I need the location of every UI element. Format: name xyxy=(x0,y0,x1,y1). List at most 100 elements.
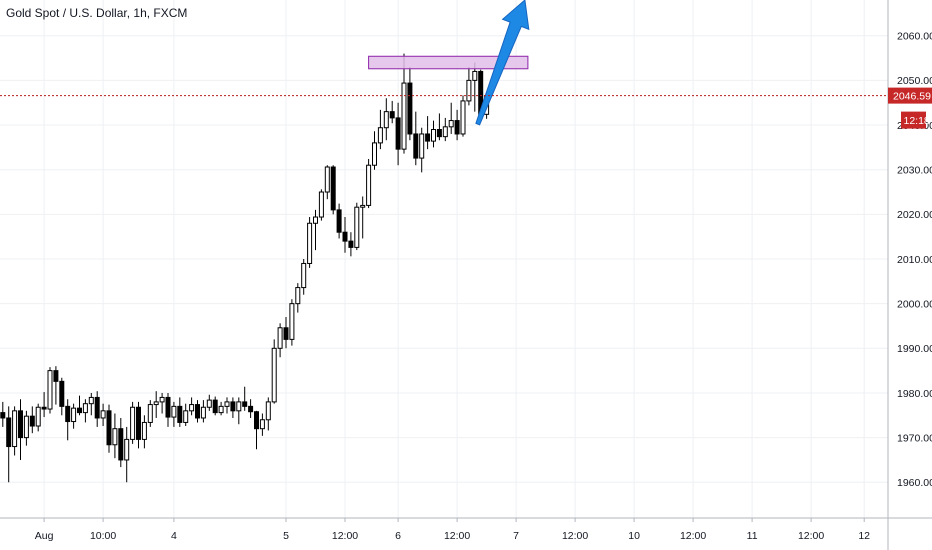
candle-body xyxy=(277,327,283,349)
candle xyxy=(265,397,271,431)
candle xyxy=(425,116,431,150)
candle xyxy=(206,394,212,411)
candle-body xyxy=(0,412,6,419)
grid xyxy=(0,0,888,518)
candle xyxy=(71,403,77,429)
candle xyxy=(77,395,82,416)
candle xyxy=(200,400,206,423)
x-tick-label: 12 xyxy=(858,530,870,542)
candle-body xyxy=(53,370,59,382)
annotations[interactable] xyxy=(368,0,530,126)
countdown-label: 12:18 xyxy=(904,115,930,127)
x-tick-label: 6 xyxy=(395,530,401,542)
y-tick-label: 2030.00 xyxy=(897,164,932,176)
candle-body xyxy=(307,222,313,264)
candle-body xyxy=(383,111,389,129)
candle-body xyxy=(147,404,153,423)
candle-body xyxy=(71,407,77,423)
x-tick-label: 12:00 xyxy=(332,530,358,542)
candle-body xyxy=(313,216,318,224)
candle xyxy=(112,413,118,459)
last-price-label: 2046.59 xyxy=(893,91,931,103)
candle xyxy=(289,299,295,346)
candle-body xyxy=(106,410,112,446)
candle xyxy=(366,158,372,209)
candle-body xyxy=(389,111,395,119)
candle xyxy=(130,401,136,444)
candle-body xyxy=(377,127,383,144)
candle xyxy=(295,283,301,313)
candle xyxy=(118,417,124,468)
candle xyxy=(242,386,248,411)
candle-body xyxy=(360,204,366,208)
candle xyxy=(271,339,277,404)
candle xyxy=(389,100,395,124)
candle-body xyxy=(88,396,94,405)
candle xyxy=(65,399,71,441)
candle xyxy=(377,109,383,150)
candle xyxy=(283,317,289,349)
candle-body xyxy=(100,410,106,419)
candle xyxy=(342,217,348,253)
candle xyxy=(318,189,324,221)
candles xyxy=(0,53,490,483)
candle-body xyxy=(165,396,171,418)
candle-body xyxy=(295,287,301,305)
chart-title: Gold Spot / U.S. Dollar, 1h, FXCM xyxy=(6,6,188,20)
candle-body xyxy=(141,421,147,440)
countdown-badge xyxy=(901,111,926,129)
candle xyxy=(23,410,29,446)
candle-body xyxy=(118,428,124,461)
y-tick-label: 2060.00 xyxy=(897,31,932,43)
y-tick-label: 2000.00 xyxy=(897,298,932,310)
candle xyxy=(153,391,159,418)
candle-body xyxy=(29,415,35,427)
candle-body xyxy=(259,419,265,430)
x-tick-label: 5 xyxy=(283,530,289,542)
candle-body xyxy=(153,401,159,406)
candle xyxy=(360,196,366,239)
candle-body xyxy=(431,129,436,142)
candle xyxy=(313,209,318,251)
x-tick-label: 12:00 xyxy=(444,530,470,542)
candle-body xyxy=(354,206,360,248)
candle-body xyxy=(35,406,41,427)
y-tick-label: 2010.00 xyxy=(897,254,932,266)
candle-body xyxy=(23,415,29,439)
candle xyxy=(372,131,377,170)
candle-body xyxy=(289,303,295,340)
candle-body xyxy=(159,396,165,403)
candle xyxy=(147,400,153,427)
candle-body xyxy=(94,396,100,419)
candle xyxy=(124,426,130,483)
candle-body xyxy=(12,410,18,448)
candle-body xyxy=(342,231,348,242)
candle xyxy=(29,406,35,434)
candle xyxy=(407,66,413,141)
candle xyxy=(413,111,419,166)
candle-body xyxy=(265,401,271,421)
candle-body xyxy=(236,401,242,412)
candle-body xyxy=(324,166,330,193)
candle xyxy=(277,323,283,358)
candle xyxy=(195,400,200,423)
resistance-zone xyxy=(368,55,529,70)
candle xyxy=(165,392,171,427)
candle xyxy=(171,401,177,427)
candle-body xyxy=(18,410,23,439)
candle xyxy=(395,102,401,166)
candle xyxy=(330,165,336,215)
y-tick-label: 1980.00 xyxy=(897,388,932,400)
candle-body xyxy=(436,129,442,138)
candle-body xyxy=(248,405,254,413)
candle xyxy=(159,392,165,414)
candle xyxy=(141,415,147,449)
candle-body xyxy=(65,405,71,423)
candle-body xyxy=(301,262,307,289)
candle-body xyxy=(206,399,212,408)
candle xyxy=(401,53,407,154)
candle-body xyxy=(348,240,354,248)
candle-body xyxy=(283,327,289,340)
